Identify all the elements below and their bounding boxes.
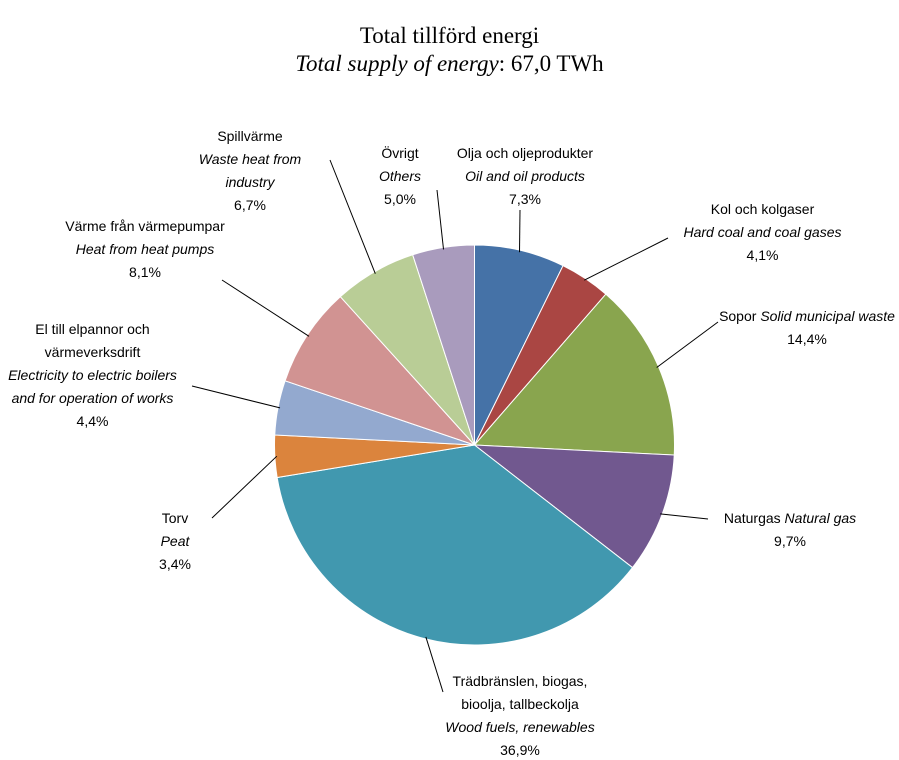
subtitle-text: Total supply of energy bbox=[295, 51, 499, 76]
leader-line bbox=[660, 513, 709, 520]
label-english: Solid municipal waste bbox=[760, 308, 895, 324]
label-value: 5,0% bbox=[384, 191, 416, 207]
leader-line bbox=[329, 159, 376, 274]
label-swedish: Olja och oljeprodukter bbox=[456, 145, 594, 161]
label-swedish: Naturgas bbox=[723, 510, 781, 526]
label-swedish: Spillvärme bbox=[217, 128, 283, 144]
leader-line bbox=[191, 385, 281, 409]
slice-label: Övrigt Others 5,0% bbox=[360, 142, 440, 211]
slice-label: Naturgas Natural gas 9,7% bbox=[700, 507, 880, 553]
label-value: 6,7% bbox=[234, 197, 266, 213]
title-block: Total tillförd energi Total supply of en… bbox=[0, 22, 899, 78]
chart-subtitle: Total supply of energy: 67,0 TWh bbox=[0, 50, 899, 78]
chart-title: Total tillförd energi bbox=[359, 23, 540, 48]
label-english: Natural gas bbox=[784, 510, 857, 526]
leader-line bbox=[425, 636, 444, 693]
label-swedish: Övrigt bbox=[381, 145, 419, 161]
label-english: Oil and oil products bbox=[465, 168, 585, 184]
slice-label: Trädbränslen, biogas, bioolja, tallbecko… bbox=[430, 670, 610, 760]
label-english: Wood fuels, renewables bbox=[445, 719, 595, 735]
subtitle-value: : 67,0 TWh bbox=[498, 51, 604, 76]
pie-slice bbox=[276, 444, 634, 646]
label-value: 14,4% bbox=[787, 331, 827, 347]
label-english: Hard coal and coal gases bbox=[683, 224, 842, 240]
leader-line bbox=[656, 321, 719, 368]
label-swedish: Trädbränslen, biogas, bioolja, tallbecko… bbox=[452, 673, 588, 712]
label-value: 4,4% bbox=[76, 413, 109, 429]
label-value: 9,7% bbox=[774, 533, 806, 549]
label-value: 3,4% bbox=[159, 556, 191, 572]
label-english: Waste heat from industry bbox=[198, 151, 302, 190]
label-english: Electricity to electric boilers and for … bbox=[8, 367, 177, 406]
leader-line bbox=[221, 279, 310, 337]
slice-label: El till elpannor och värmeverksdrift Elec… bbox=[0, 318, 185, 433]
slice-label: Värme från värmepumpar Heat from heat pum… bbox=[60, 215, 230, 284]
label-swedish: Kol och kolgaser bbox=[710, 201, 815, 217]
slice-label: Kol och kolgaser Hard coal and coal gases… bbox=[680, 198, 845, 267]
label-english: Heat from heat pumps bbox=[75, 241, 215, 257]
leader-line bbox=[436, 189, 445, 250]
label-value: 7,3% bbox=[509, 191, 541, 207]
label-value: 36,9% bbox=[500, 742, 540, 758]
label-swedish: El till elpannor och värmeverksdrift bbox=[35, 321, 150, 360]
label-swedish: Sopor bbox=[719, 308, 757, 324]
slice-label: Spillvärme Waste heat from industry 6,7% bbox=[185, 125, 315, 217]
leader-line bbox=[584, 237, 669, 281]
label-value: 4,1% bbox=[746, 247, 779, 263]
label-swedish: Torv bbox=[161, 510, 189, 526]
slice-label: Sopor Solid municipal waste 14,4% bbox=[712, 305, 899, 351]
label-swedish: Värme från värmepumpar bbox=[65, 218, 225, 234]
leader-line bbox=[211, 455, 278, 519]
label-english: Others bbox=[378, 168, 421, 184]
label-value: 8,1% bbox=[129, 264, 161, 280]
slice-label: Olja och oljeprodukter Oil and oil produc… bbox=[430, 142, 620, 211]
slice-label: Torv Peat 3,4% bbox=[140, 507, 210, 576]
label-english: Peat bbox=[160, 533, 190, 549]
